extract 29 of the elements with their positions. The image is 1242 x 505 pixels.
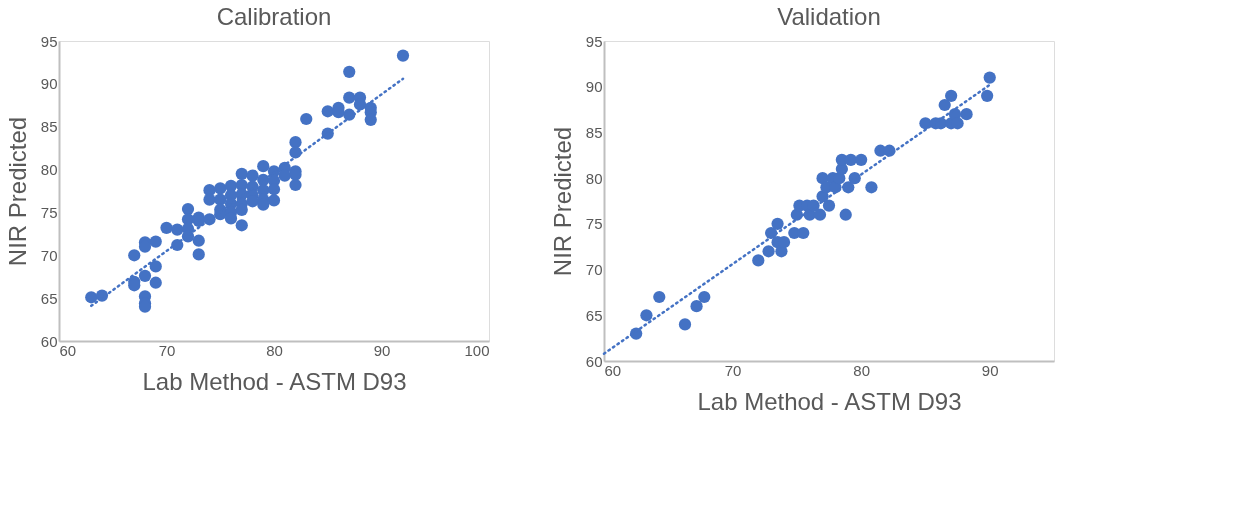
y-tick-label: 95 — [585, 32, 603, 50]
x-axis-title: Lab Method - ASTM D93 — [697, 387, 962, 415]
y-axis-title: NIR Predicted — [3, 116, 31, 267]
x-tick-label: 100 — [464, 341, 490, 359]
y-tick-label: 65 — [585, 306, 603, 324]
y-tick-label: 75 — [585, 215, 603, 233]
x-tick-label: 90 — [373, 341, 391, 359]
x-axis-title: Lab Method - ASTM D93 — [142, 367, 407, 395]
y-tick-label: 85 — [585, 123, 603, 141]
x-tick-label: 90 — [981, 361, 999, 379]
x-tick-label: 80 — [853, 361, 870, 379]
x-tick-label: 80 — [266, 341, 283, 359]
x-tick-label: 60 — [59, 341, 77, 359]
y-tick-label: 90 — [585, 78, 603, 96]
y-tick-label: 80 — [585, 169, 603, 187]
y-tick-label: 80 — [40, 161, 58, 179]
y-tick-label: 90 — [40, 75, 58, 93]
y-tick-label: 70 — [585, 261, 603, 279]
y-axis-title: NIR Predicted — [548, 126, 576, 277]
chart-title: Calibration — [216, 3, 332, 30]
x-tick-label: 70 — [158, 341, 176, 359]
y-tick-label: 85 — [40, 118, 58, 136]
x-tick-label: 70 — [724, 361, 742, 379]
x-tick-label: 60 — [604, 361, 622, 379]
chart-title: Validation — [777, 3, 881, 30]
y-tick-label: 70 — [40, 246, 58, 264]
y-tick-label: 75 — [40, 203, 58, 221]
y-tick-label: 95 — [40, 32, 58, 50]
y-tick-label: 65 — [40, 289, 58, 307]
